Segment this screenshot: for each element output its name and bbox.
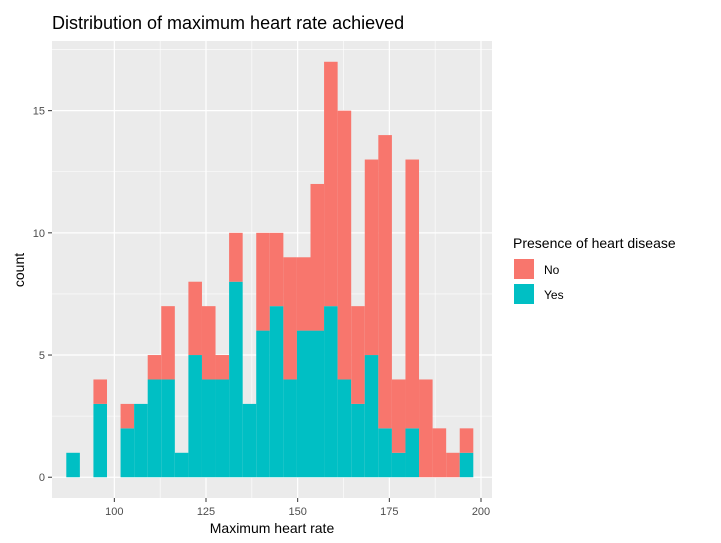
bar-yes [364, 355, 379, 478]
bar-yes [120, 428, 135, 478]
bar-yes [459, 452, 474, 478]
bar-yes [188, 355, 202, 478]
legend: Presence of heart disease No Yes [513, 235, 676, 304]
bar-no [310, 183, 325, 331]
legend-key-yes [514, 284, 534, 304]
bar-yes [147, 379, 162, 478]
bar-no [215, 355, 230, 380]
chart-title: Distribution of maximum heart rate achie… [52, 13, 404, 33]
legend-key-no [514, 259, 534, 279]
y-tick-label: 5 [39, 350, 45, 362]
bar-yes [310, 330, 325, 478]
bar-yes [296, 330, 311, 478]
bar-no [324, 61, 338, 307]
bar-no [283, 257, 297, 380]
y-axis-title: count [11, 253, 27, 287]
bar-no [432, 428, 447, 478]
bar-yes [405, 428, 420, 478]
bar-no [391, 379, 406, 453]
bar-no [93, 379, 107, 404]
bar-yes [378, 428, 392, 478]
bar-yes [242, 403, 257, 478]
bar-no [337, 110, 352, 380]
bar-no [256, 232, 270, 331]
bar-yes [174, 452, 189, 478]
bar-yes [93, 403, 107, 478]
bar-no [188, 281, 202, 356]
x-tick-label: 175 [380, 506, 398, 518]
bar-no [446, 452, 460, 478]
x-tick-labels: 100 125 150 175 200 [105, 506, 490, 518]
x-tick-label: 100 [105, 506, 123, 518]
x-tick-label: 150 [288, 506, 306, 518]
bar-no [147, 355, 162, 380]
bar-yes [351, 403, 365, 478]
bar-no [296, 257, 311, 331]
bar-no [229, 232, 243, 282]
histogram-bars [66, 61, 474, 478]
x-tick-label: 125 [197, 506, 215, 518]
bar-no [378, 135, 392, 429]
y-tick-label: 15 [33, 106, 45, 118]
axis-ticks [48, 110, 482, 502]
bar-no [269, 232, 284, 307]
y-tick-label: 0 [39, 472, 45, 484]
bar-yes [134, 403, 148, 478]
bar-no [201, 306, 216, 380]
bar-yes [161, 379, 175, 478]
bar-no [161, 306, 175, 380]
legend-label-no: No [544, 263, 560, 277]
bar-no [120, 403, 135, 429]
bar-yes [269, 306, 284, 478]
bar-yes [391, 452, 406, 478]
y-tick-label: 10 [33, 228, 45, 240]
bar-yes [324, 306, 338, 478]
bar-no [459, 428, 474, 453]
bar-yes [201, 379, 216, 478]
x-tick-label: 200 [472, 506, 490, 518]
bar-yes [229, 281, 243, 478]
bar-yes [66, 452, 80, 478]
legend-label-yes: Yes [544, 288, 564, 302]
bar-yes [283, 379, 297, 478]
bar-no [351, 306, 365, 404]
bar-no [364, 159, 379, 356]
bar-yes [256, 330, 270, 478]
bar-yes [215, 379, 230, 478]
y-tick-labels: 0 5 10 15 [33, 106, 45, 485]
x-axis-title: Maximum heart rate [210, 520, 335, 536]
bar-no [405, 159, 420, 429]
legend-title: Presence of heart disease [513, 235, 676, 251]
bar-yes [337, 379, 352, 478]
bar-no [419, 379, 433, 478]
